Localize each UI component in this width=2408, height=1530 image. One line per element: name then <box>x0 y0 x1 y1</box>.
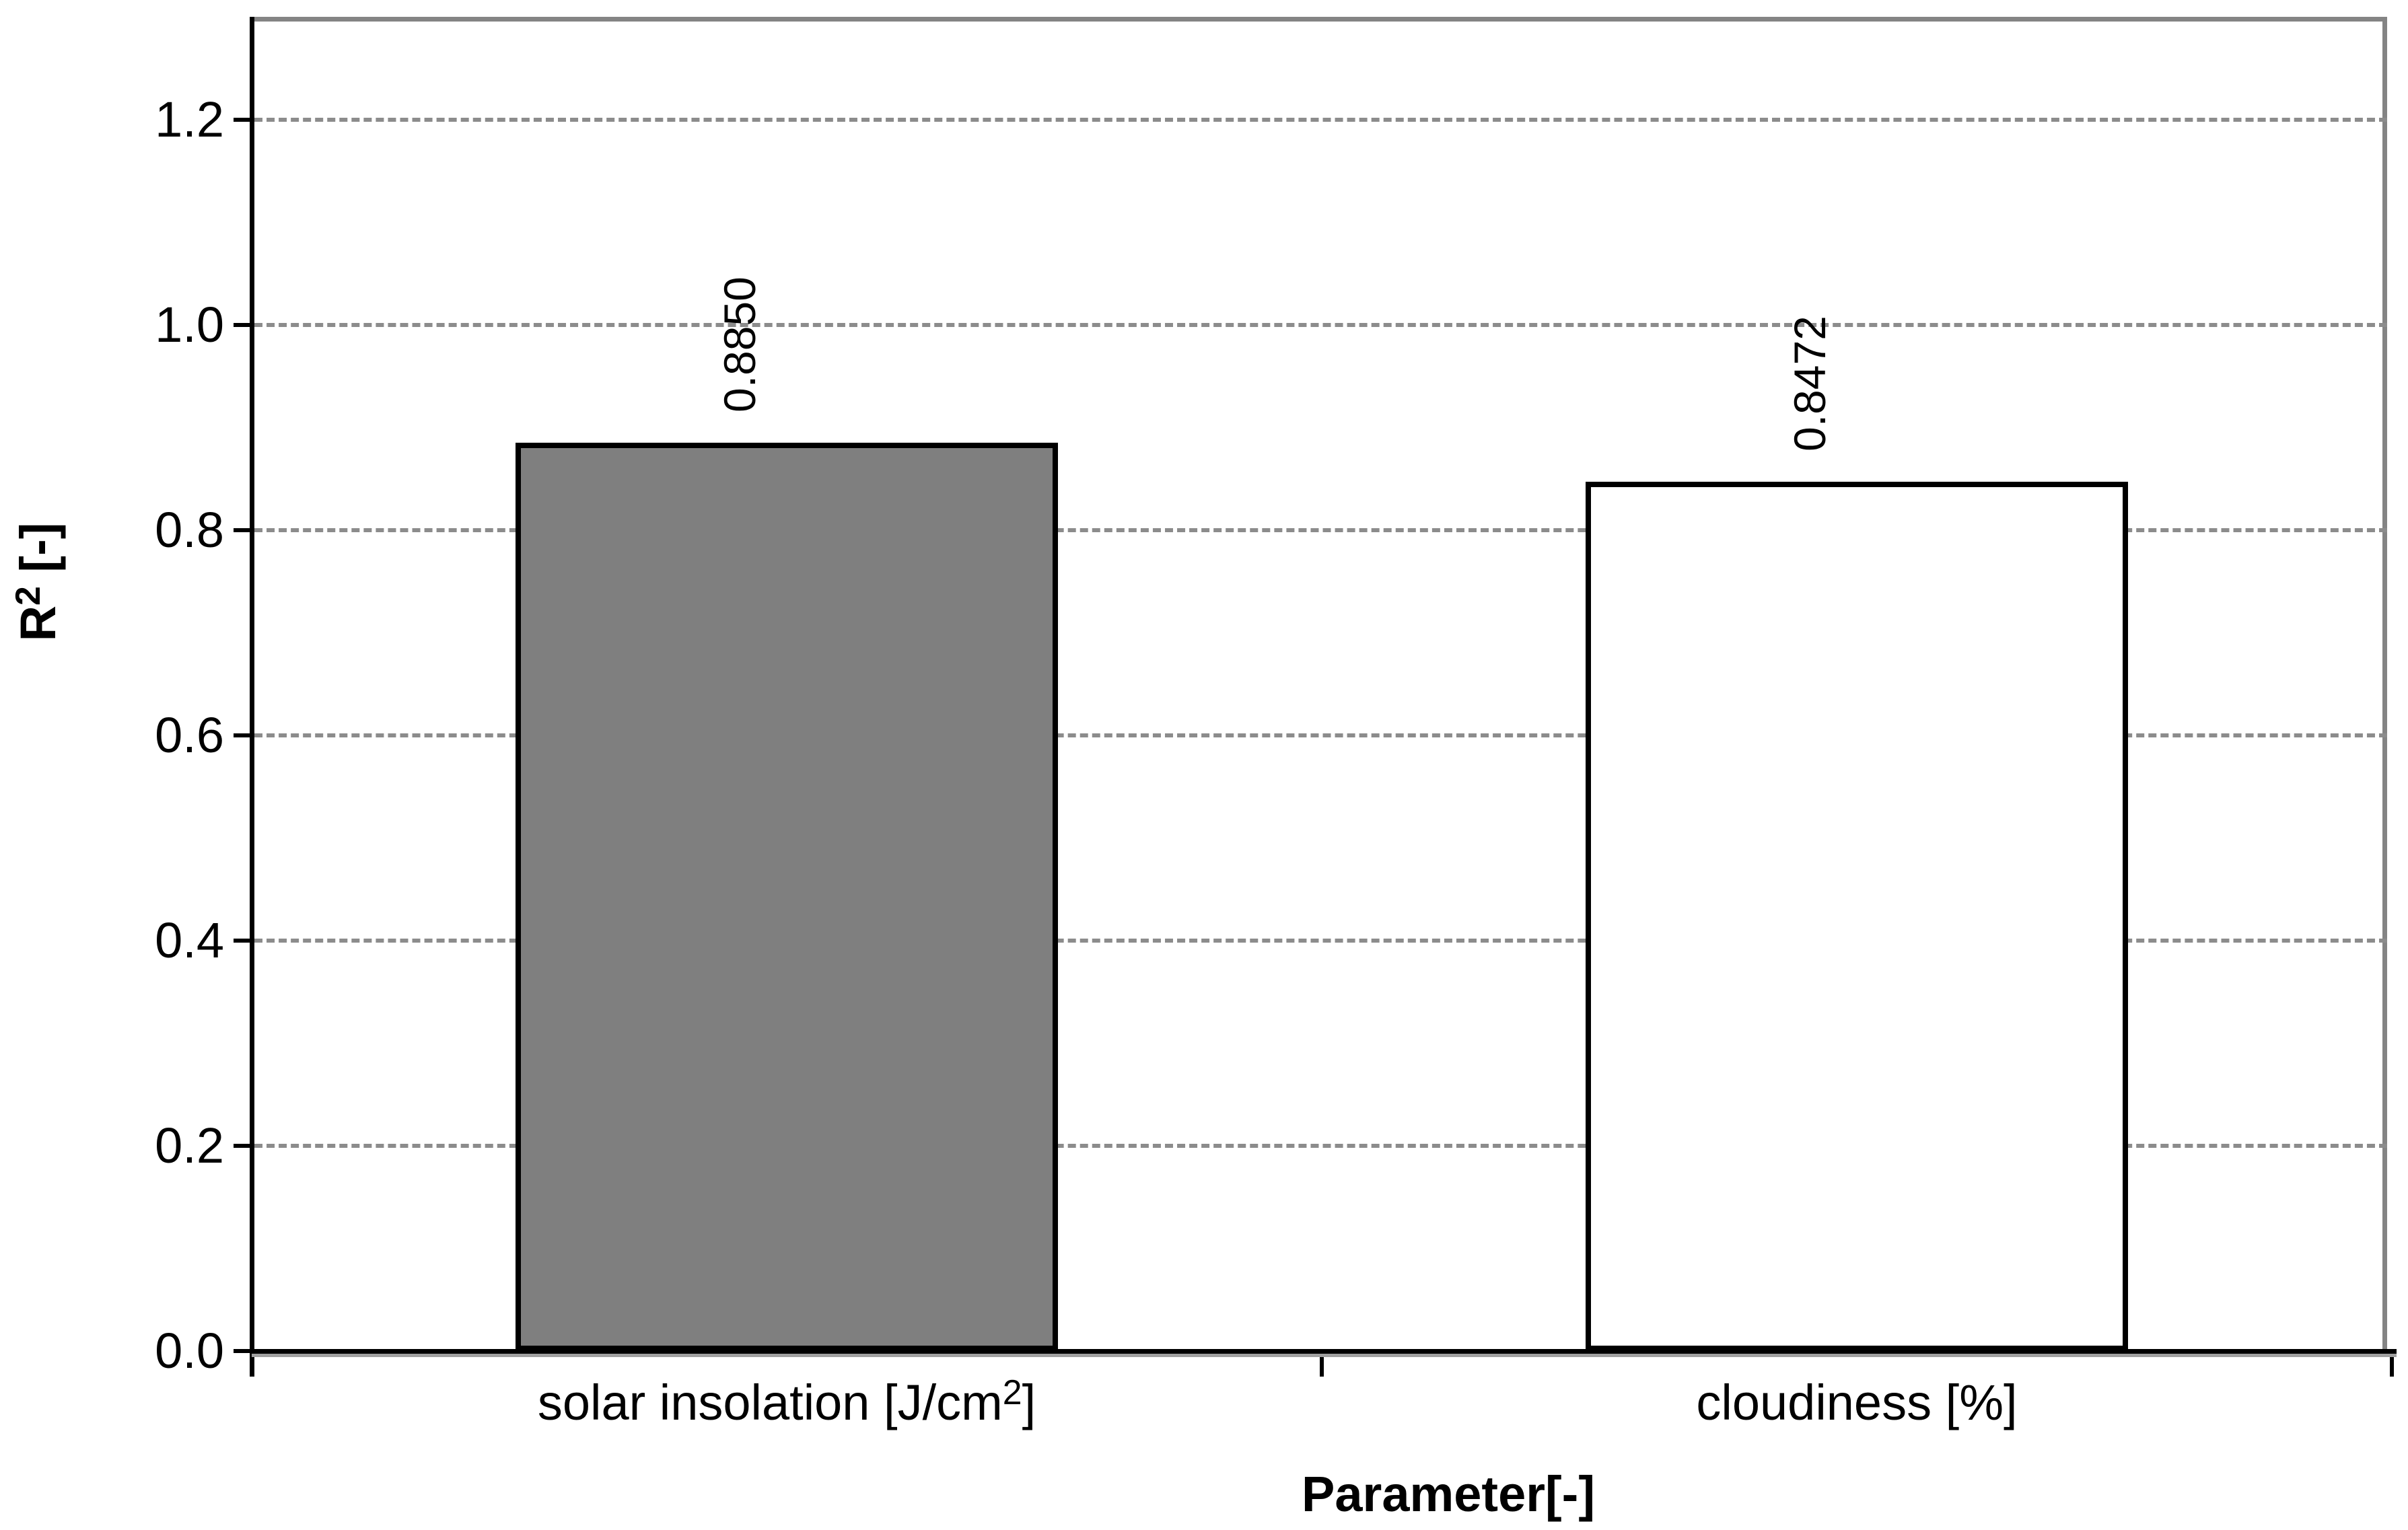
y-tick-label: 0.4 <box>155 912 224 968</box>
category-label-superscript: 2 <box>1002 1372 1022 1412</box>
gridline <box>254 733 2387 737</box>
y-axis-tick <box>234 733 250 737</box>
gridline <box>254 1143 2387 1148</box>
y-tick-label: 0.2 <box>155 1117 224 1173</box>
x-axis-title: Parameter[-] <box>1302 1466 1595 1522</box>
y-axis-line <box>250 17 254 1377</box>
x-axis-tick <box>2390 1354 2394 1377</box>
y-tick-label: 0.6 <box>155 706 224 763</box>
y-tick-label: 1.0 <box>155 296 224 353</box>
category-label: cloudiness [%] <box>1696 1375 2018 1430</box>
y-axis-tick <box>234 1143 250 1148</box>
category-label: solar insolation [J/cm2] <box>537 1372 1036 1430</box>
y-axis-tick <box>234 117 250 122</box>
y-axis-tick <box>234 1349 250 1353</box>
y-axis-title-base: R <box>10 605 66 642</box>
y-axis-title-units: [-] <box>10 522 66 587</box>
x-axis-shadow-line <box>252 1354 2397 1357</box>
x-axis-line <box>250 1349 2397 1354</box>
y-axis-tick <box>234 527 250 532</box>
y-axis-title-superscript: 2 <box>7 586 47 606</box>
bar-value-label: 0.8472 <box>1785 315 1835 451</box>
gridline <box>254 117 2387 122</box>
gridline <box>254 322 2387 327</box>
y-axis-title: R2 [-] <box>7 414 67 750</box>
y-tick-label: 0.8 <box>155 501 224 558</box>
x-axis-tick <box>1320 1354 1324 1377</box>
bar <box>1586 481 2128 1351</box>
y-axis-tick <box>234 938 250 943</box>
y-axis-tick <box>234 322 250 327</box>
gridline <box>254 938 2387 943</box>
y-tick-label: 1.2 <box>155 91 224 147</box>
y-tick-label: 0.0 <box>155 1323 224 1379</box>
bar-value-label: 0.8850 <box>715 277 765 413</box>
bar <box>516 443 1058 1351</box>
gridline <box>254 527 2387 532</box>
